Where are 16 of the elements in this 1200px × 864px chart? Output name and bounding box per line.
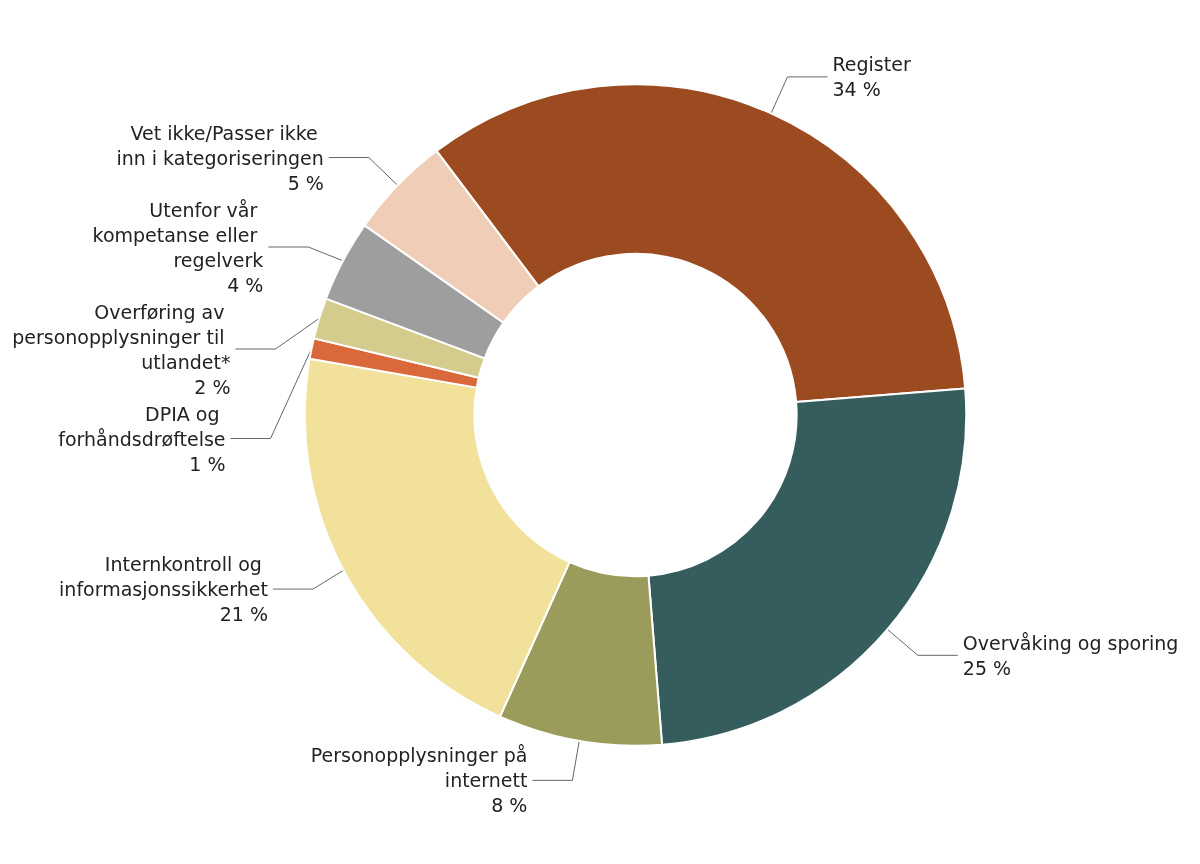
slice-label: Internkontroll og informasjonssikkerhet [59, 553, 268, 601]
data-label: 8 % [491, 794, 528, 817]
slice-label: Vet ikke/Passer ikke inn i kategoriseringen [116, 121, 324, 169]
data-label: 5 % [287, 171, 324, 194]
slice-label: Overvåking og sporing [962, 631, 1179, 654]
data-label: 4 % [227, 273, 264, 296]
data-label: 1 % [189, 452, 226, 475]
data-label: 25 % [962, 656, 1012, 679]
data-label: 34 % [832, 78, 881, 101]
slice-label: Overføring av personopplysninger til utlandet* [12, 300, 231, 373]
slice-label: Personopplysninger på internett [310, 744, 528, 792]
slice-label: DPIA og forhåndsdrøftelse [58, 402, 226, 450]
data-label: 2 % [194, 375, 231, 398]
slice-label: Register [832, 53, 911, 76]
slice-label: Utenfor vår kompetanse eller regelverk [92, 198, 264, 271]
data-label: 21 % [219, 603, 268, 626]
